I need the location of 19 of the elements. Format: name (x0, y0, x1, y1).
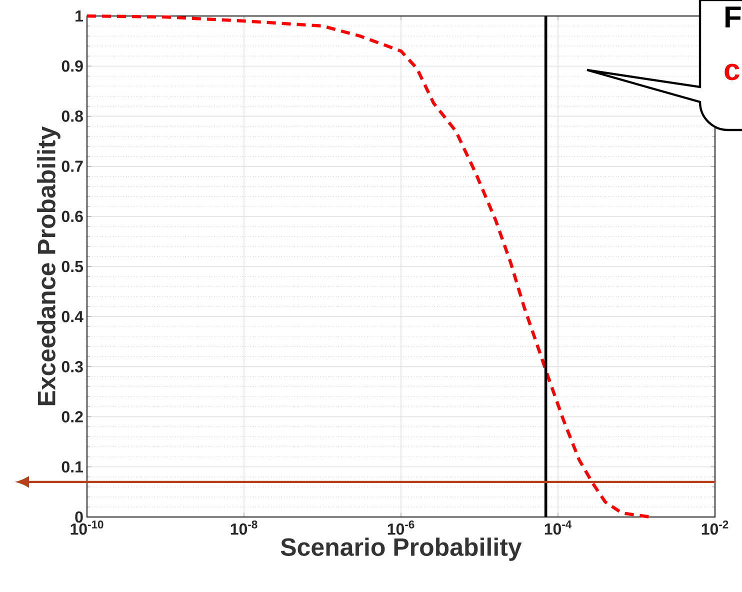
y-tick-label: 0.4 (62, 310, 84, 322)
x-tick-label: 10$^{-4}$ (544, 520, 572, 535)
y-tick-label: 0.3 (62, 361, 83, 372)
x-axis-title: Scenario Probability (280, 538, 522, 561)
y-tick-label: 0.6 (62, 210, 83, 222)
text: F (726, 6, 741, 28)
text: c (724, 64, 740, 80)
y-tick-label: 1 (76, 10, 84, 22)
x-tick-label: 10$^{-2}$ (702, 520, 728, 535)
y-tick-label: 0.7 (62, 160, 83, 172)
x-tick-label: 10$^{-8}$ (230, 520, 258, 535)
y-tick-label: 0.8 (62, 110, 83, 122)
y-tick-label: 0.2 (62, 411, 83, 422)
x-tick-label: 10$^{-6}$ (388, 520, 414, 535)
y-axis-title: Exceedance Probability (37, 126, 60, 406)
y-tick-label: 0.5 (62, 260, 84, 272)
y-tick-label: 0 (75, 511, 83, 523)
y-tick-label: 0.9 (62, 60, 83, 72)
y-tick-label: 0.1 (62, 461, 84, 473)
